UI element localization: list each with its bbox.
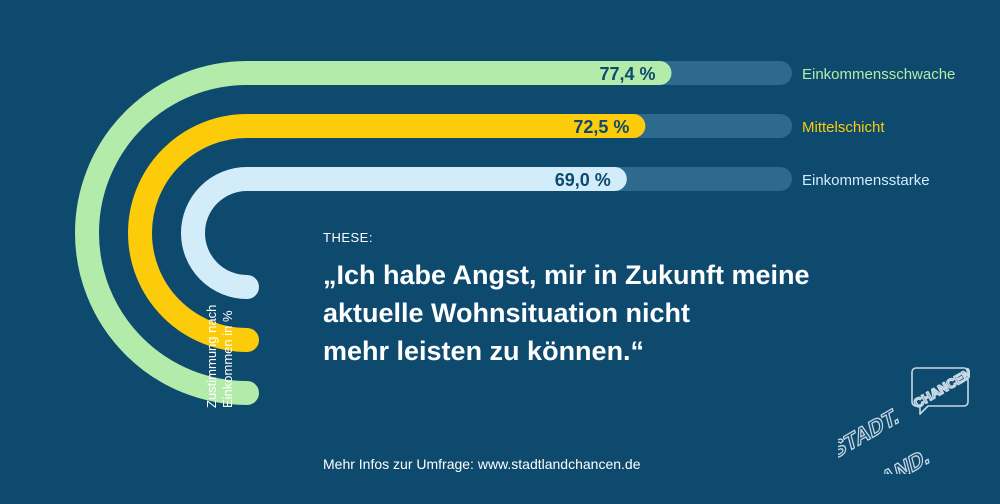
thesis-label: THESE: <box>323 230 373 245</box>
value-label-einkommensschwache: 77,4 % <box>599 64 655 84</box>
legend-label-einkommensstarke: Einkommensstarke <box>802 172 930 189</box>
bar-einkommensstarke <box>181 167 627 299</box>
value-label-mittelschicht: 72,5 % <box>573 117 629 137</box>
y-axis-label: Zustimmung nach Einkommen in % <box>204 305 236 408</box>
logo-word-land: LAND. <box>867 442 932 474</box>
bar-arcs <box>75 61 672 405</box>
logo-word-chancen: CHANCEN <box>911 366 970 411</box>
value-labels: 77,4 % 72,5 % 69,0 % <box>555 64 656 190</box>
bar-einkommensschwache <box>75 61 672 405</box>
speech-bubble-icon <box>911 367 969 415</box>
legend-label-einkommensschwache: Einkommensschwache <box>802 66 955 83</box>
y-axis-label-line-1: Zustimmung nach <box>204 304 219 408</box>
bar-mittelschicht <box>128 114 646 352</box>
thesis-line-2: aktuelle Wohnsituation nicht <box>323 298 691 328</box>
value-label-einkommensstarke: 69,0 % <box>555 170 611 190</box>
legend: Einkommensschwache Mittelschicht Einkommen… <box>802 66 955 189</box>
legend-label-mittelschicht: Mittelschicht <box>802 119 885 136</box>
stadt-land-chancen-logo: CHANCEN STADT. LAND. <box>838 365 970 474</box>
logo-word-stadt: STADT. <box>838 402 901 464</box>
thesis-line-1: „Ich habe Angst, mir in Zukunft meine <box>323 260 810 290</box>
y-axis-label-line-2: Einkommen in % <box>220 310 235 408</box>
thesis-quote: „Ich habe Angst, mir in Zukunft meine ak… <box>323 256 883 370</box>
thesis-line-3: mehr leisten zu können.“ <box>323 336 645 366</box>
footer-link-text: Mehr Infos zur Umfrage: www.stadtlandcha… <box>323 456 641 472</box>
